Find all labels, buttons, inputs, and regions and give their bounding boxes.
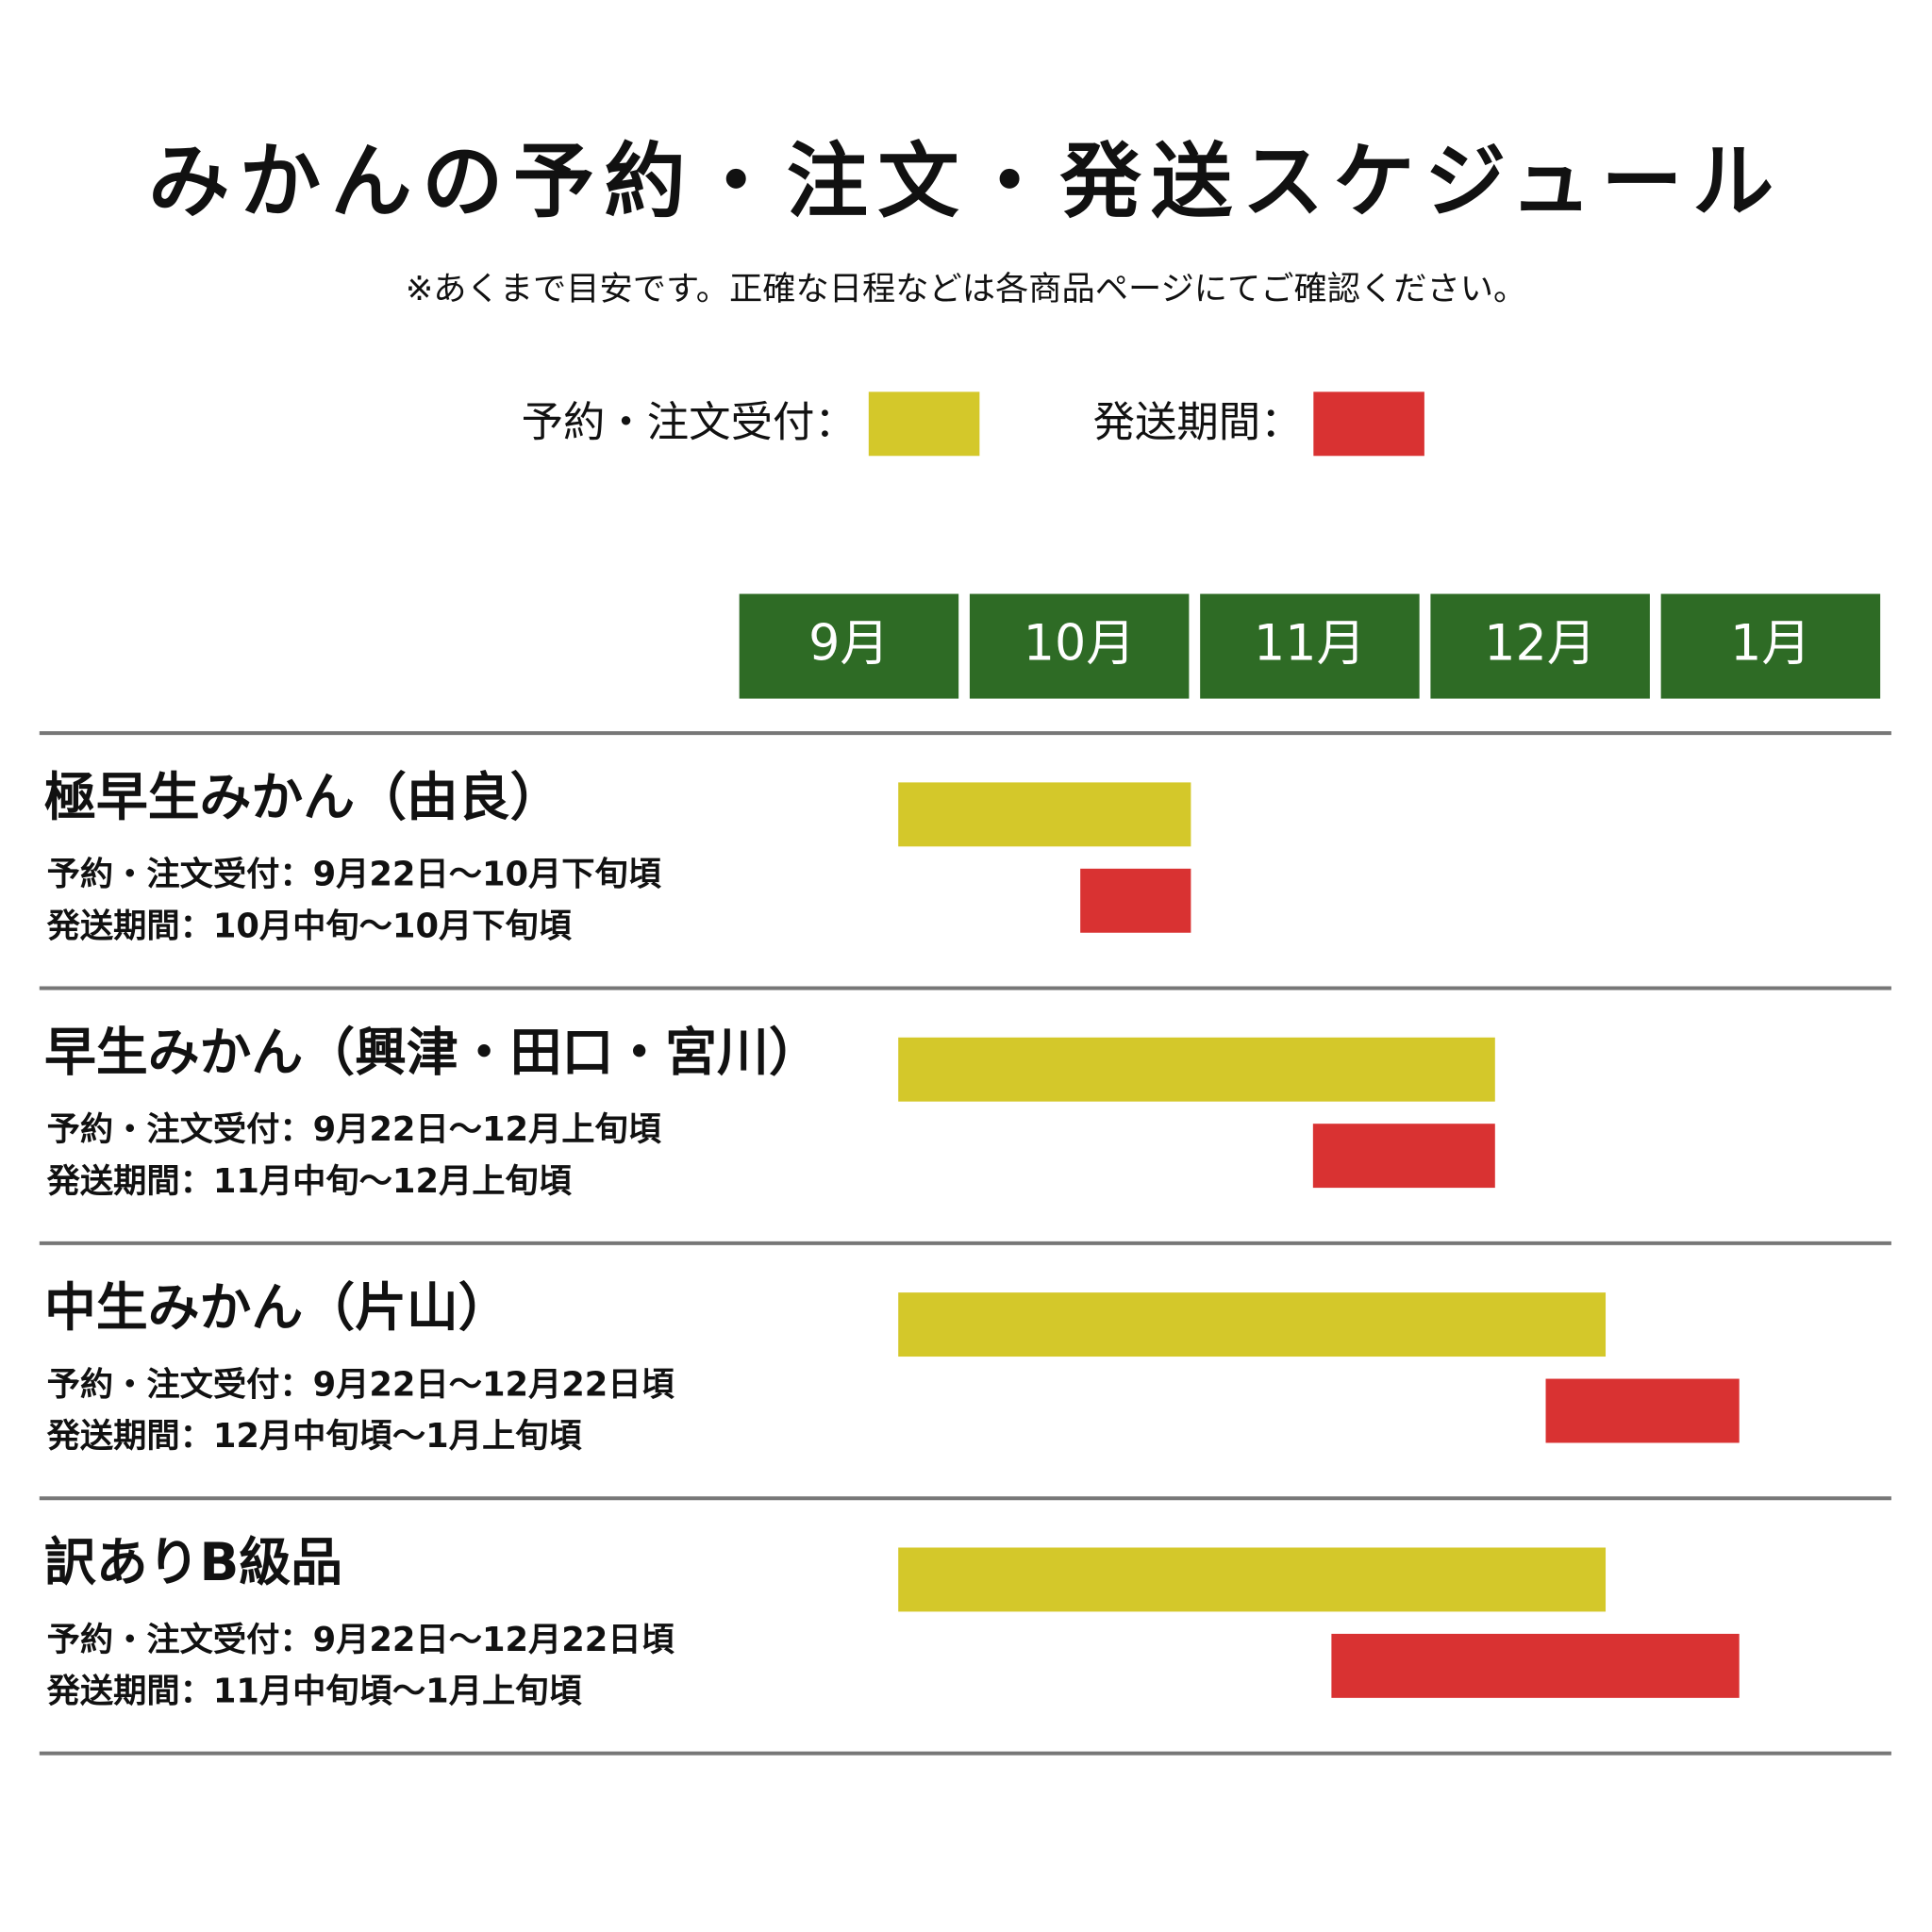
row-detail: 発送期間：11月中旬頃〜1月上旬頃: [46, 1673, 583, 1711]
row-label: 早生みかん（興津・田口・宮川）: [44, 1022, 821, 1082]
legend-label: 発送期間：: [1093, 399, 1303, 447]
schedule-bar: [1545, 1378, 1740, 1443]
row-detail: 発送期間：12月中旬頃〜1月上旬頃: [46, 1417, 583, 1456]
row-detail: 予約・注文受付：9月22日〜12月22日頃: [47, 1621, 675, 1659]
month-label: 1月: [1730, 616, 1810, 673]
month-header: [739, 593, 959, 699]
month-header: [969, 593, 1190, 699]
month-label: 9月: [808, 616, 889, 673]
schedule-bar: [1312, 1124, 1495, 1189]
schedule-bar: [898, 1292, 1607, 1357]
legend-label: 予約・注文受付：: [522, 399, 857, 447]
schedule-bar: [1331, 1633, 1740, 1698]
row-detail: 予約・注文受付：9月22日〜10月下旬頃: [47, 856, 662, 894]
row-label: 中生みかん（片山）: [44, 1277, 510, 1338]
chart-title: みかんの予約・注文・発送スケジュール: [148, 135, 1783, 229]
row-detail: 発送期間：11月中旬〜12月上旬頃: [46, 1162, 573, 1201]
month-header: [1430, 593, 1650, 699]
schedule-bar: [898, 782, 1191, 847]
row-detail: 発送期間：10月中旬〜10月下旬頃: [46, 908, 573, 946]
legend-swatch: [868, 391, 980, 457]
month-header: [1660, 593, 1881, 699]
row-detail: 予約・注文受付：9月22日〜12月上旬頃: [47, 1110, 662, 1149]
row-label: 極早生みかん（由良）: [44, 767, 561, 827]
schedule-bar: [898, 1037, 1495, 1102]
schedule-bar: [898, 1547, 1607, 1612]
legend-swatch: [1313, 391, 1424, 457]
month-header: [1200, 593, 1420, 699]
schedule-bar: [1080, 868, 1191, 933]
row-detail: 予約・注文受付：9月22日〜12月22日頃: [47, 1365, 675, 1404]
month-label: 11月: [1254, 616, 1366, 673]
month-label: 10月: [1024, 616, 1136, 673]
row-label: 訳ありB級品: [44, 1532, 342, 1592]
month-label: 12月: [1484, 616, 1596, 673]
chart-subtitle: ※あくまで目安です。正確な日程などは各商品ページにてご確認ください。: [406, 270, 1527, 308]
